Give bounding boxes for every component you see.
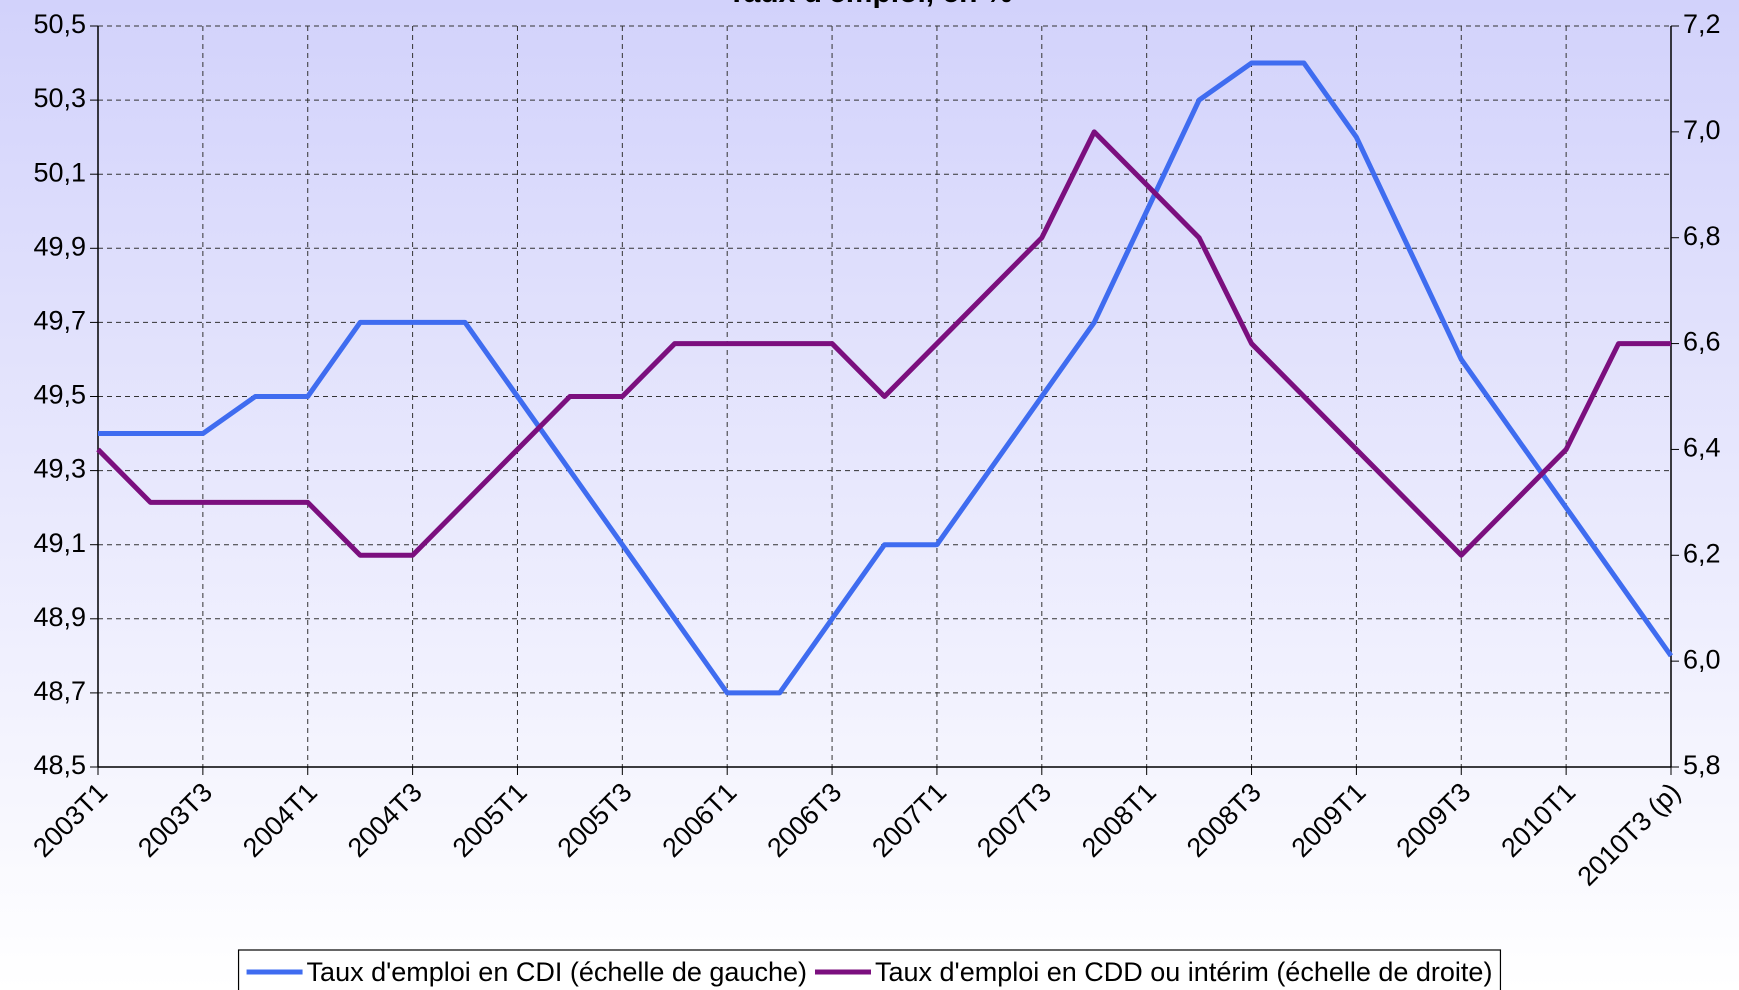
y-tick-label: 48,9 (33, 602, 86, 632)
series-line (96, 129, 1671, 558)
legend: Taux d'emploi en CDI (échelle de gauche)… (237, 949, 1502, 990)
series-line (98, 60, 1674, 696)
y2-tick-label: 7,0 (1683, 115, 1721, 145)
y-tick-label: 49,9 (33, 231, 86, 261)
y2-tick-label: 6,2 (1683, 538, 1721, 568)
chart-title: Taux d'emploi, en % (728, 0, 1013, 9)
y2-tick-label: 6,0 (1683, 644, 1721, 674)
y2-tick-label: 5,8 (1683, 750, 1721, 780)
y2-tick-label: 6,6 (1683, 327, 1721, 357)
legend-label: Taux d'emploi en CDD ou intérim (échelle… (875, 957, 1492, 987)
legend-label: Taux d'emploi en CDI (échelle de gauche) (307, 957, 807, 987)
y-tick-label: 50,1 (33, 157, 86, 187)
y-tick-label: 49,1 (33, 528, 86, 558)
y-tick-label: 48,5 (33, 750, 86, 780)
y-tick-label: 49,3 (33, 454, 86, 484)
y-tick-label: 50,3 (33, 83, 86, 113)
y2-tick-label: 6,4 (1683, 433, 1721, 463)
y2-tick-label: 6,8 (1683, 221, 1721, 251)
y-tick-label: 49,7 (33, 306, 86, 336)
y-tick-label: 49,5 (33, 380, 86, 410)
y-tick-label: 48,7 (33, 676, 86, 706)
y-tick-label: 50,5 (33, 9, 86, 39)
y2-tick-label: 7,2 (1683, 9, 1721, 39)
